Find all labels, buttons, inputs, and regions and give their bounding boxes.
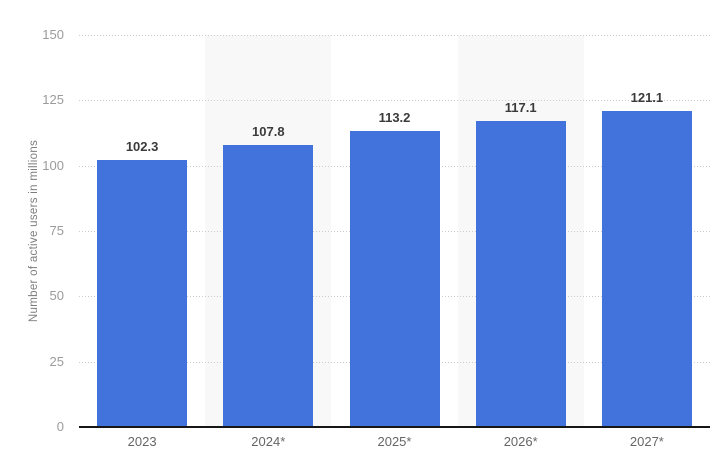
bar-2026[interactable] xyxy=(475,120,566,427)
bar-2025[interactable] xyxy=(349,131,440,427)
y-tick-label-75: 75 xyxy=(49,223,64,238)
value-label-2023: 102.3 xyxy=(125,138,159,154)
x-axis-label-2025: 2025* xyxy=(377,434,412,449)
x-axis-label-2023: 2023 xyxy=(127,434,157,449)
bar-2027[interactable] xyxy=(601,110,692,427)
y-tick-label-50: 50 xyxy=(49,288,64,304)
y-tick-label-25: 25 xyxy=(49,353,64,369)
x-axis-label-2027: 2027* xyxy=(629,434,664,449)
value-label-2026: 117.1 xyxy=(504,99,537,115)
y-tick-label-125: 125 xyxy=(42,92,64,108)
bar-2023[interactable] xyxy=(97,159,188,427)
x-axis-label-2026: 2026* xyxy=(503,434,538,449)
value-label-2024: 107.8 xyxy=(252,124,285,140)
value-label-2027: 121.1 xyxy=(630,89,664,105)
gridline-150 xyxy=(79,35,710,36)
y-tick-label-100: 100 xyxy=(42,157,64,173)
x-axis-label-2024: 2024* xyxy=(251,434,286,449)
y-tick-label-150: 150 xyxy=(42,27,64,42)
x-axis-line xyxy=(79,426,710,428)
value-label-2025: 113.2 xyxy=(378,110,411,126)
bar-2024[interactable] xyxy=(223,145,314,427)
y-tick-label-0: 0 xyxy=(56,419,64,434)
gridline-125 xyxy=(79,100,710,102)
plot-area xyxy=(79,35,710,427)
